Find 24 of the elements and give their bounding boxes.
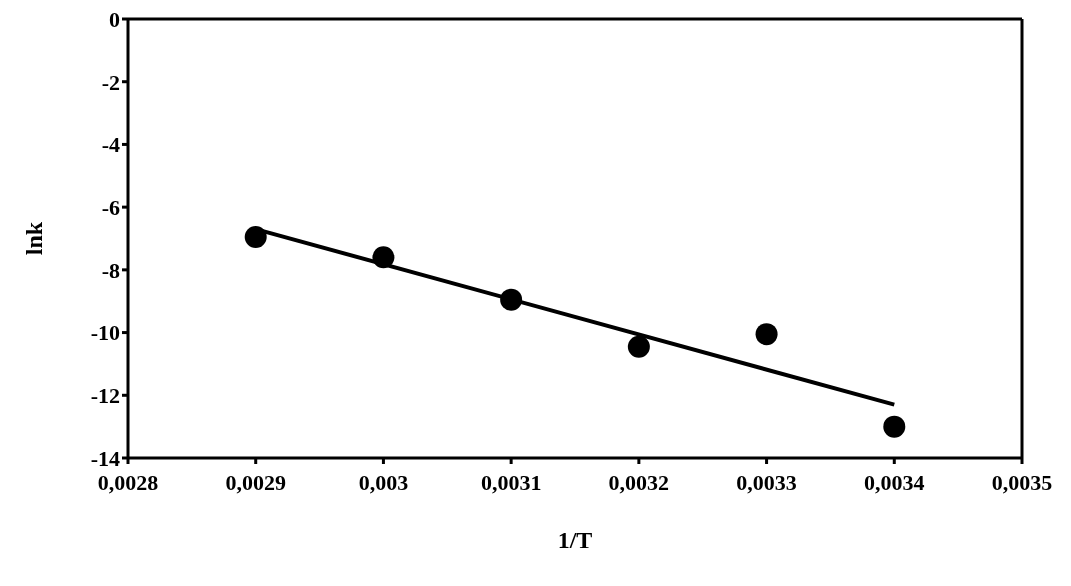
- x-tick-label: 0,0034: [864, 469, 925, 495]
- y-tick-label: 0: [109, 6, 120, 32]
- point: [500, 288, 523, 311]
- y-axis-title: lnk: [20, 221, 47, 256]
- x-tick-label: 0,0033: [736, 469, 797, 495]
- y-tick-label: -14: [90, 445, 120, 471]
- x-tick-label: 0,0032: [608, 469, 670, 495]
- x-tick-label: 0,0028: [97, 469, 159, 495]
- x-axis-title: 1/T: [557, 527, 593, 553]
- y-tick-label: -10: [90, 320, 120, 346]
- x-tick-label: 0,0031: [480, 469, 542, 495]
- x-tick-label: 0,0035: [991, 469, 1053, 495]
- y-tick-label: -4: [101, 132, 120, 158]
- y-tick-label: -6: [101, 194, 120, 220]
- point: [883, 415, 906, 438]
- point: [627, 335, 650, 358]
- y-tick-label: -2: [101, 69, 120, 95]
- y-tick-label: -8: [101, 257, 120, 283]
- y-tick-label: -12: [90, 383, 120, 409]
- x-tick-label: 0,0029: [225, 469, 286, 495]
- point: [244, 225, 267, 248]
- point: [372, 246, 395, 269]
- x-tick-label: 0,003: [358, 469, 409, 495]
- point: [755, 323, 778, 346]
